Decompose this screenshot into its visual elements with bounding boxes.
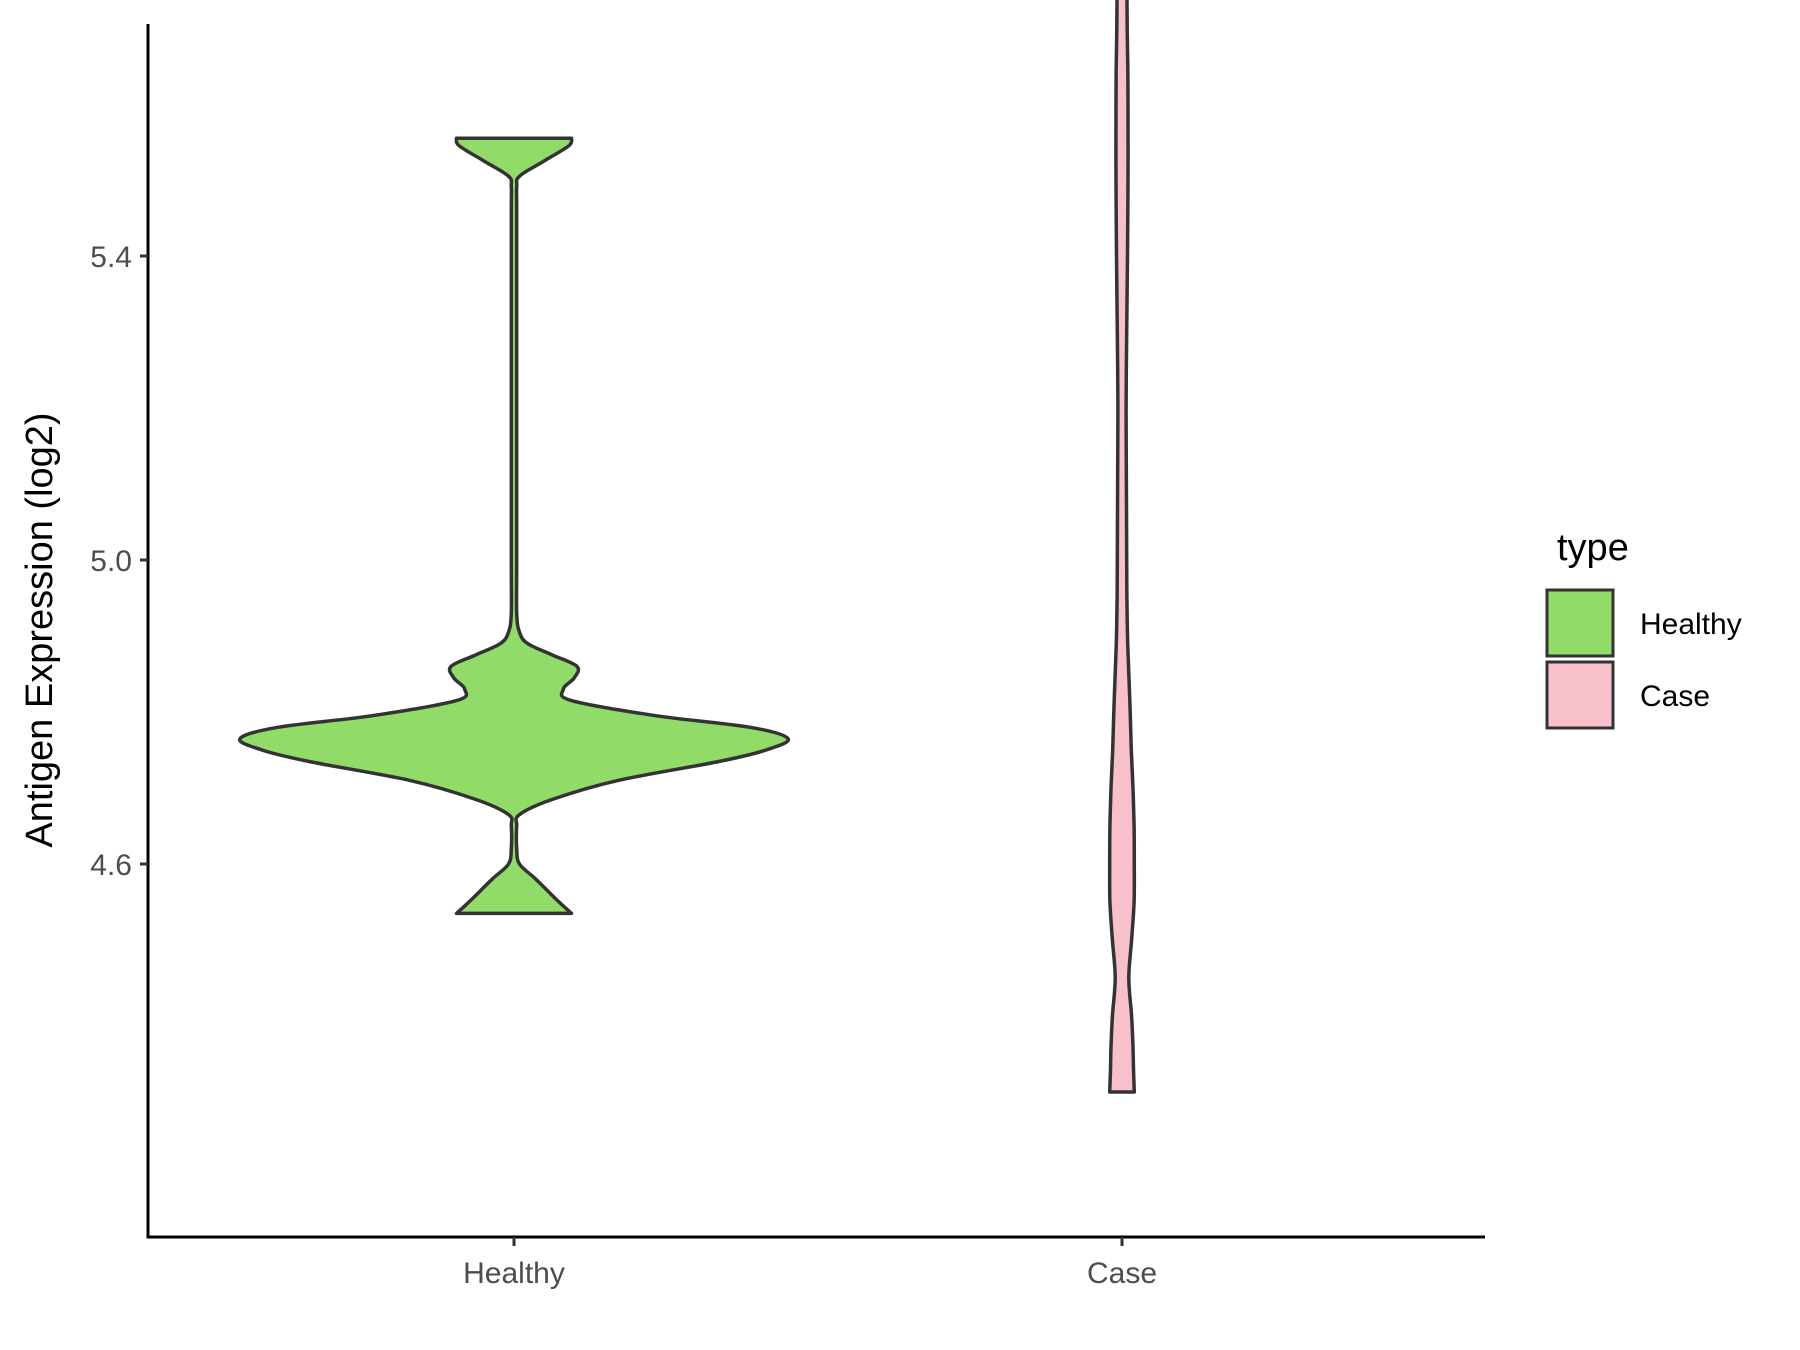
y-tick-label: 5.0 <box>90 545 132 578</box>
legend-label-healthy: Healthy <box>1640 608 1742 641</box>
legend-label-case: Case <box>1640 680 1710 713</box>
legend-swatch-case <box>1545 660 1615 730</box>
plot-area <box>237 0 1137 1094</box>
legend-swatch-healthy <box>1545 588 1615 658</box>
y-tick-label: 4.6 <box>90 849 132 882</box>
y-ticks: 4.65.05.45.8 <box>90 241 148 882</box>
axes <box>146 24 1485 1239</box>
y-tick-label: 5.4 <box>90 241 132 274</box>
x-tick-label: Healthy <box>463 1257 565 1290</box>
legend: type Healthy Case <box>1545 527 1742 730</box>
y-axis-title: Antigen Expression (log2) <box>19 412 61 847</box>
violin-case <box>1107 0 1137 1094</box>
x-ticks: Healthy Case <box>463 1237 1157 1290</box>
violin-healthy <box>237 136 791 916</box>
x-tick-label: Case <box>1087 1257 1157 1290</box>
legend-title: type <box>1557 527 1629 569</box>
